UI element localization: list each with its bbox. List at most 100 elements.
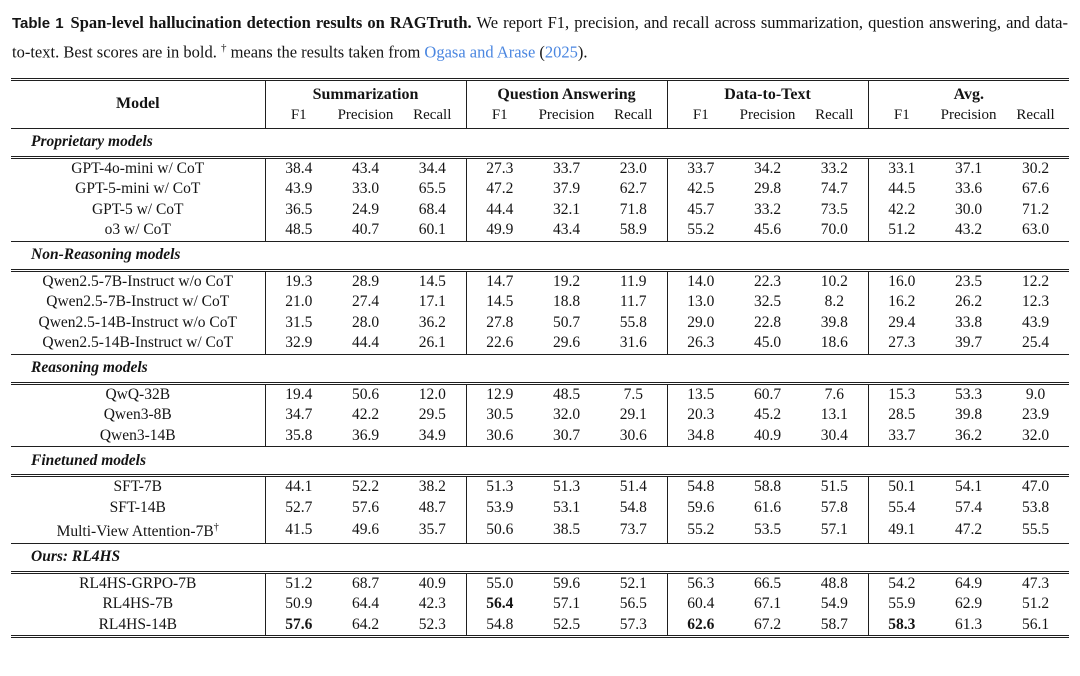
- value-cell: 23.5: [955, 272, 983, 290]
- table-row: Multi-View Attention-7B† 41.5 49.6 35.7 50.6…: [11, 518, 1069, 544]
- col-group-question-answering: Question Answering: [465, 79, 668, 106]
- value-cell: 29.5: [418, 406, 446, 423]
- value-cell: 55.2: [666, 518, 735, 544]
- value-cell: 34.7: [264, 405, 332, 426]
- value-cell: 68.4: [418, 200, 446, 218]
- value-cell: 65.5: [418, 180, 446, 197]
- section-title: Ours: RL4HS: [11, 542, 1070, 574]
- value-cell: 40.9: [418, 574, 446, 592]
- value-cell: 51.2: [1022, 595, 1050, 613]
- value-cell: 40.7: [351, 221, 380, 238]
- value-cell: 13.0: [666, 292, 735, 313]
- value-cell: 63.0: [1022, 221, 1050, 238]
- value-cell: 45.2: [753, 406, 782, 423]
- value-cell: 17.1: [418, 293, 446, 310]
- value-cell: 51.5: [820, 478, 848, 495]
- table-row: RL4HS-14B 57.6 64.2 52.3 54.8 52.5 57.3 62.6 67.…: [11, 614, 1069, 637]
- value-cell: 61.3: [955, 615, 983, 633]
- col-metric-avg-f1: F1: [867, 105, 936, 128]
- value-cell: 30.6: [619, 426, 647, 444]
- value-cell: 24.9: [351, 200, 380, 218]
- value-cell: 25.4: [1022, 334, 1050, 351]
- value-cell: 51.2: [867, 220, 936, 241]
- value-cell: 55.9: [867, 594, 936, 615]
- value-cell: 11.7: [619, 293, 647, 310]
- value-cell: 67.6: [1022, 180, 1050, 197]
- value-cell: 51.3: [465, 475, 533, 498]
- value-cell: 50.7: [552, 313, 581, 331]
- value-cell: 7.5: [623, 385, 643, 403]
- table-row: GPT-5-mini w/ CoT 43.9 33.0 65.5 47.2 37.9 62.…: [11, 179, 1069, 200]
- value-cell: 14.5: [465, 292, 533, 313]
- value-cell: 21.0: [264, 292, 332, 313]
- value-cell: 38.4: [264, 157, 332, 179]
- value-cell: 55.0: [465, 572, 533, 595]
- model-name: RL4HS-7B: [102, 595, 174, 613]
- value-cell: 23.0: [619, 159, 647, 177]
- value-cell: 39.8: [955, 406, 983, 423]
- value-cell: 33.2: [753, 200, 782, 218]
- value-cell: 31.6: [619, 334, 647, 351]
- col-metric-question-answering-recall: Recall: [614, 106, 653, 123]
- value-cell: 49.1: [867, 518, 936, 544]
- value-cell: 50.1: [867, 475, 936, 498]
- value-cell: 33.0: [351, 180, 380, 197]
- value-cell: 59.6: [552, 574, 581, 592]
- value-cell: 29.1: [619, 406, 647, 423]
- value-cell: 19.4: [264, 383, 332, 405]
- col-group-avg: Avg.: [867, 79, 1070, 106]
- value-cell: 26.3: [666, 333, 735, 354]
- citation-link-year[interactable]: 2025: [544, 42, 578, 62]
- value-cell: 62.6: [666, 614, 735, 637]
- value-cell: 54.8: [619, 498, 647, 516]
- value-cell: 30.0: [955, 200, 983, 218]
- value-cell: 36.9: [351, 426, 380, 444]
- value-cell: 44.4: [351, 334, 380, 351]
- value-cell: 33.8: [955, 313, 983, 331]
- value-cell: 39.8: [820, 313, 848, 331]
- value-cell: 13.1: [820, 406, 848, 423]
- value-cell: 64.4: [351, 595, 380, 613]
- value-cell: 52.3: [418, 615, 446, 633]
- value-cell: 14.5: [418, 272, 446, 290]
- value-cell: 44.1: [264, 475, 332, 498]
- value-cell: 51.2: [264, 572, 332, 595]
- value-cell: 53.8: [1022, 498, 1050, 516]
- value-cell: 8.2: [824, 293, 844, 310]
- value-cell: 23.9: [1022, 406, 1050, 423]
- value-cell: 40.9: [753, 426, 782, 444]
- results-table-header: Model Summarization Question Answering Data…: [11, 79, 1070, 128]
- value-cell: 37.9: [552, 180, 581, 197]
- value-cell: 49.6: [351, 521, 380, 539]
- section-row-reasoning-models: Reasoning models: [11, 353, 1070, 385]
- col-metric-question-answering-precision: Precision: [538, 106, 595, 123]
- citation-link-authors[interactable]: Ogasa and Arase: [424, 42, 536, 62]
- value-cell: 18.8: [552, 293, 581, 310]
- value-cell: 27.3: [867, 333, 936, 354]
- value-cell: 50.6: [351, 385, 380, 403]
- value-cell: 42.3: [418, 595, 446, 613]
- table-row: GPT-5 w/ CoT 36.5 24.9 68.4 44.4 32.1 71.8 45.7…: [11, 199, 1069, 220]
- value-cell: 32.5: [753, 293, 782, 310]
- value-cell: 64.2: [351, 615, 380, 633]
- value-cell: 30.7: [552, 426, 581, 444]
- value-cell: 12.0: [418, 385, 446, 403]
- value-cell: 39.7: [955, 334, 983, 351]
- value-cell: 22.8: [753, 313, 782, 331]
- value-cell: 45.7: [666, 199, 735, 220]
- value-cell: 9.0: [1025, 385, 1046, 403]
- value-cell: 55.4: [867, 497, 936, 518]
- table-row: SFT-7B 44.1 52.2 38.2 51.3 51.3 51.4 54.8 58.8 51…: [11, 475, 1069, 498]
- value-cell: 67.1: [753, 595, 782, 613]
- table-row: SFT-14B 52.7 57.6 48.7 53.9 53.1 54.8 59.6 61.6 5…: [11, 497, 1069, 518]
- value-cell: 29.0: [666, 312, 735, 333]
- value-cell: 27.8: [465, 312, 533, 333]
- value-cell: 15.3: [867, 383, 936, 405]
- value-cell: 54.2: [867, 572, 936, 595]
- value-cell: 10.2: [820, 272, 848, 290]
- value-cell: 52.1: [619, 574, 647, 592]
- dagger-icon: †: [213, 522, 219, 533]
- value-cell: 54.9: [820, 595, 848, 613]
- value-cell: 20.3: [666, 405, 735, 426]
- value-cell: 53.1: [552, 498, 581, 516]
